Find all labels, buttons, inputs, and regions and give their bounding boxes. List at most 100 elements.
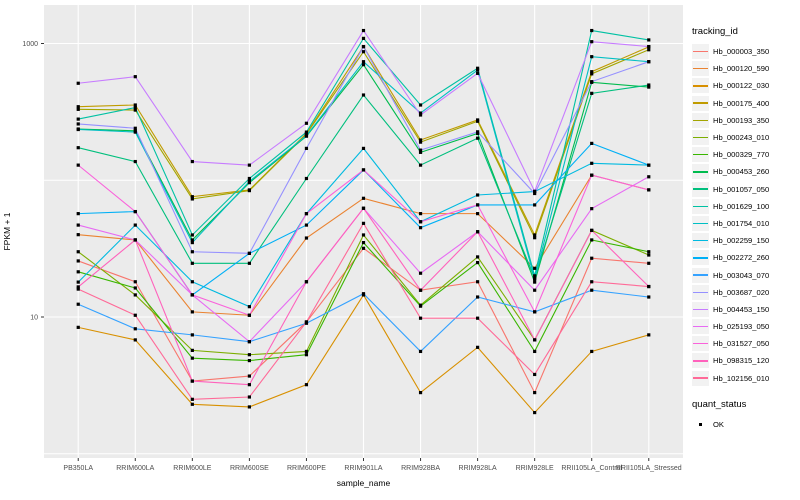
data-point (590, 141, 594, 145)
data-point (533, 310, 537, 314)
legend-key-line (693, 136, 708, 139)
data-point (133, 338, 137, 342)
data-point (133, 223, 137, 227)
data-point (590, 288, 594, 292)
legend-key-line (693, 171, 708, 173)
data-point (361, 168, 366, 172)
data-point (76, 285, 80, 289)
data-point (304, 223, 309, 227)
data-point (190, 397, 194, 401)
data-point (133, 313, 137, 317)
data-point (76, 233, 80, 237)
legend-key-line (693, 239, 708, 242)
data-point (190, 348, 194, 352)
x-axis-title: sample_name (337, 478, 391, 488)
data-point (647, 188, 651, 192)
legend-key-swatch (692, 164, 709, 180)
data-point (76, 287, 80, 291)
data-point (418, 150, 423, 154)
data-point (247, 340, 251, 344)
data-point (647, 284, 651, 289)
legend-key-swatch (692, 215, 709, 231)
data-point (133, 293, 137, 297)
data-point (590, 280, 594, 284)
legend-key-swatch (692, 61, 709, 77)
legend-entry-label: Hb_102156_010 (713, 373, 770, 383)
data-point (247, 176, 251, 181)
data-point (247, 305, 251, 309)
legend-key-line (693, 325, 708, 328)
data-point (247, 383, 251, 387)
legend-key-swatch (692, 112, 709, 128)
data-point (533, 203, 537, 207)
data-point (533, 410, 537, 415)
data-point (361, 240, 366, 245)
data-point (590, 28, 594, 33)
data-point (647, 48, 651, 52)
data-point (590, 228, 594, 232)
data-point (247, 189, 251, 193)
legend-entry-Hb_000243_010: Hb_000243_010 (692, 129, 798, 146)
data-point (247, 251, 251, 255)
data-point (476, 295, 480, 299)
data-point (476, 66, 480, 70)
data-point (190, 310, 194, 314)
legend-entry-Hb_000003_350: Hb_000003_350 (692, 43, 798, 60)
data-point (76, 270, 80, 274)
data-point (133, 280, 137, 284)
data-point (533, 280, 537, 284)
legend-entry-Hb_102156_010: Hb_102156_010 (692, 370, 798, 387)
data-point (76, 325, 80, 329)
data-point (476, 260, 480, 265)
data-point (247, 261, 251, 265)
data-point (304, 212, 309, 216)
x-tick-label: RRII105LA_Stressed (616, 465, 682, 472)
x-tick-label: RRIM928LE (516, 465, 554, 472)
legend-key-swatch (692, 181, 709, 197)
data-point (418, 349, 423, 354)
legend-entry-Hb_000122_030: Hb_000122_030 (692, 77, 798, 94)
data-point (418, 220, 423, 224)
tracking-id-entries: Hb_000003_350 Hb_000120_590 Hb_000122_030 H… (692, 43, 798, 387)
data-point (304, 130, 309, 134)
legend-entry-label: Hb_000122_030 (713, 81, 770, 91)
data-point (304, 132, 309, 136)
data-point (133, 103, 137, 107)
legend-key-swatch (692, 336, 709, 352)
quant-status-entries: OK (692, 416, 798, 433)
data-point (304, 134, 309, 138)
legend-entry-label: Hb_001629_100 (713, 201, 770, 211)
data-point (133, 108, 137, 112)
legend-key-swatch (692, 301, 709, 317)
data-point (76, 146, 80, 150)
legend-key-swatch (692, 353, 709, 369)
data-point (361, 93, 366, 97)
data-point (76, 107, 80, 111)
legend-key-swatch (692, 233, 709, 249)
data-point (247, 179, 251, 184)
x-tick-label: RRIM600LE (173, 465, 211, 472)
legend-key-line (693, 154, 708, 156)
data-point (361, 63, 366, 67)
data-point (133, 75, 137, 79)
legend-key-swatch (692, 267, 709, 283)
legend-entry-Hb_000329_770: Hb_000329_770 (692, 146, 798, 163)
x-tick-label: RRIM928BA (401, 465, 440, 472)
legend-entry-Hb_031527_050: Hb_031527_050 (692, 335, 798, 352)
data-point (76, 105, 80, 109)
legend-entry-Hb_000453_260: Hb_000453_260 (692, 163, 798, 180)
data-point (304, 280, 309, 284)
data-point (247, 163, 251, 167)
data-point (247, 353, 251, 357)
data-point (247, 395, 251, 399)
data-point (533, 233, 537, 237)
data-point (304, 320, 309, 324)
legend-entry-Hb_002272_260: Hb_002272_260 (692, 249, 798, 266)
data-point (476, 136, 480, 140)
data-point (190, 402, 194, 406)
legend-key-swatch (692, 95, 709, 111)
legend-entry-Hb_002259_150: Hb_002259_150 (692, 232, 798, 249)
legend-key-line (693, 85, 708, 87)
legend-entry-Hb_003687_020: Hb_003687_020 (692, 284, 798, 301)
